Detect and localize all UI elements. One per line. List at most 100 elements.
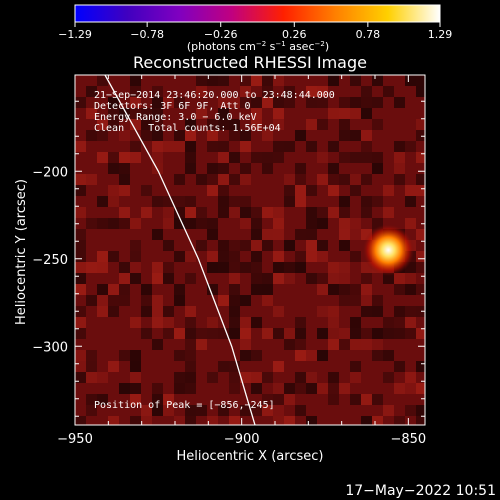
texture-cell bbox=[229, 317, 240, 328]
texture-cell bbox=[306, 251, 317, 262]
texture-cell bbox=[405, 141, 416, 152]
texture-cell bbox=[130, 383, 141, 394]
texture-cell bbox=[229, 273, 240, 284]
texture-cell bbox=[108, 416, 119, 425]
texture-cell bbox=[317, 328, 328, 339]
texture-cell bbox=[273, 394, 284, 405]
texture-cell bbox=[405, 262, 416, 273]
texture-cell bbox=[174, 196, 185, 207]
texture-cell bbox=[405, 328, 416, 339]
texture-cell bbox=[108, 306, 119, 317]
texture-cell bbox=[218, 174, 229, 185]
texture-cell bbox=[97, 284, 108, 295]
texture-cell bbox=[273, 218, 284, 229]
texture-cell bbox=[350, 339, 361, 350]
texture-cell bbox=[317, 86, 328, 97]
texture-cell bbox=[317, 273, 328, 284]
texture-cell bbox=[328, 372, 339, 383]
texture-cell bbox=[284, 262, 295, 273]
texture-cell bbox=[317, 174, 328, 185]
texture-cell bbox=[350, 284, 361, 295]
texture-cell bbox=[152, 306, 163, 317]
texture-cell bbox=[185, 361, 196, 372]
chart-title: Reconstructed RHESSI Image bbox=[133, 53, 367, 72]
texture-cell bbox=[119, 130, 130, 141]
texture-cell bbox=[295, 339, 306, 350]
y-tick-label: −250 bbox=[32, 253, 68, 268]
texture-cell bbox=[185, 416, 196, 425]
texture-cell bbox=[218, 207, 229, 218]
texture-cell bbox=[152, 130, 163, 141]
texture-cell bbox=[185, 317, 196, 328]
texture-cell bbox=[372, 416, 383, 425]
texture-cell bbox=[328, 339, 339, 350]
texture-cell bbox=[97, 196, 108, 207]
texture-cell bbox=[141, 328, 152, 339]
texture-cell bbox=[229, 383, 240, 394]
texture-cell bbox=[207, 174, 218, 185]
texture-cell bbox=[251, 108, 262, 119]
texture-cell bbox=[295, 350, 306, 361]
colorbar-gradient bbox=[74, 4, 441, 23]
texture-cell bbox=[295, 372, 306, 383]
texture-cell bbox=[218, 262, 229, 273]
texture-cell bbox=[163, 207, 174, 218]
texture-cell bbox=[306, 273, 317, 284]
texture-cell bbox=[361, 130, 372, 141]
texture-cell bbox=[119, 218, 130, 229]
texture-cell bbox=[185, 152, 196, 163]
texture-cell bbox=[306, 207, 317, 218]
texture-cell bbox=[295, 405, 306, 416]
texture-cell bbox=[218, 295, 229, 306]
texture-cell bbox=[328, 75, 339, 86]
texture-cell bbox=[262, 405, 273, 416]
texture-cell bbox=[339, 339, 350, 350]
texture-cell bbox=[394, 284, 405, 295]
texture-cell bbox=[130, 152, 141, 163]
texture-cell bbox=[328, 328, 339, 339]
texture-cell bbox=[119, 383, 130, 394]
texture-cell bbox=[273, 328, 284, 339]
texture-cell bbox=[317, 350, 328, 361]
peak-source bbox=[362, 224, 415, 276]
texture-cell bbox=[317, 306, 328, 317]
colorbar-tick-label: 0.78 bbox=[356, 28, 381, 41]
texture-cell bbox=[119, 108, 130, 119]
texture-cell bbox=[372, 394, 383, 405]
texture-cell bbox=[75, 207, 86, 218]
texture-cell bbox=[372, 339, 383, 350]
texture-cell bbox=[185, 306, 196, 317]
texture-cell bbox=[185, 141, 196, 152]
texture-cell bbox=[97, 394, 108, 405]
texture-cell bbox=[251, 372, 262, 383]
texture-cell bbox=[416, 361, 425, 372]
texture-cell bbox=[174, 295, 185, 306]
texture-cell bbox=[152, 295, 163, 306]
annotation-method: Clean Total counts: 1.56E+04 bbox=[94, 123, 281, 134]
texture-cell bbox=[97, 306, 108, 317]
texture-cell bbox=[130, 350, 141, 361]
texture-cell bbox=[163, 218, 174, 229]
texture-cell bbox=[383, 350, 394, 361]
texture-cell bbox=[218, 251, 229, 262]
texture-cell bbox=[383, 207, 394, 218]
texture-cell bbox=[75, 372, 86, 383]
colorbar-tick-label: −0.78 bbox=[130, 28, 164, 41]
texture-cell bbox=[240, 163, 251, 174]
texture-cell bbox=[240, 405, 251, 416]
texture-cell bbox=[251, 97, 262, 108]
texture-cell bbox=[339, 207, 350, 218]
texture-cell bbox=[350, 317, 361, 328]
texture-cell bbox=[306, 97, 317, 108]
texture-cell bbox=[152, 152, 163, 163]
texture-cell bbox=[295, 163, 306, 174]
texture-cell bbox=[174, 141, 185, 152]
texture-cell bbox=[75, 97, 86, 108]
texture-cell bbox=[240, 75, 251, 86]
texture-cell bbox=[306, 372, 317, 383]
texture-cell bbox=[163, 262, 174, 273]
texture-cell bbox=[152, 229, 163, 240]
texture-cell bbox=[75, 251, 86, 262]
texture-cell bbox=[361, 416, 372, 425]
